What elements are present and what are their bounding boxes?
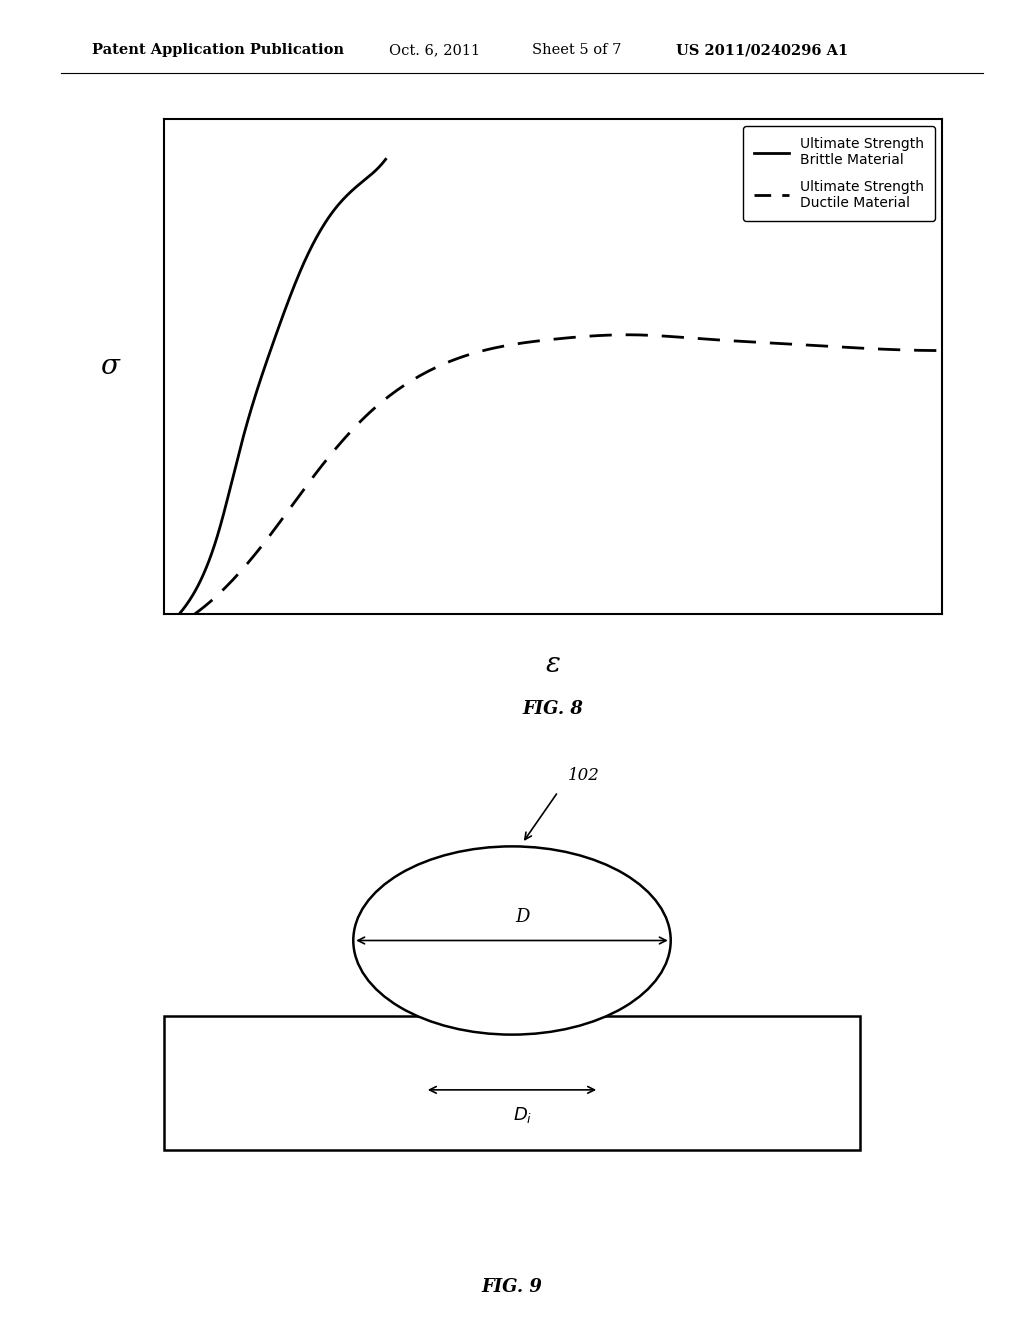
Legend: Ultimate Strength
Brittle Material, Ultimate Strength
Ductile Material: Ultimate Strength Brittle Material, Ulti… [743,125,935,220]
Text: FIG. 8: FIG. 8 [522,700,584,718]
Bar [164,1016,860,1150]
Text: σ: σ [100,352,119,380]
Text: $D_i$: $D_i$ [513,1105,531,1125]
Text: Sheet 5 of 7: Sheet 5 of 7 [532,44,622,57]
Text: Patent Application Publication: Patent Application Publication [92,44,344,57]
Text: ε: ε [546,651,560,677]
Ellipse shape [353,846,671,1035]
Text: FIG. 9: FIG. 9 [481,1278,543,1296]
Text: 102: 102 [568,767,600,784]
Text: D: D [515,908,529,927]
Text: US 2011/0240296 A1: US 2011/0240296 A1 [676,44,848,57]
Text: Oct. 6, 2011: Oct. 6, 2011 [389,44,480,57]
